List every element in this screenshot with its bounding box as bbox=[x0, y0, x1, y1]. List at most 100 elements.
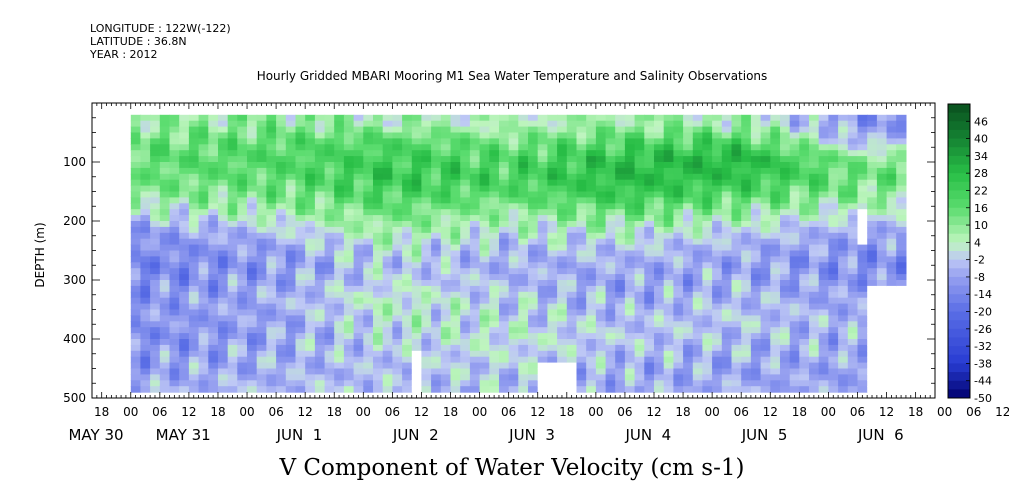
heatmap-cell bbox=[440, 344, 452, 352]
heatmap-cell bbox=[334, 380, 345, 387]
heatmap-cell bbox=[518, 303, 529, 311]
heatmap-cell bbox=[886, 268, 897, 275]
heatmap-cell bbox=[334, 114, 345, 122]
heatmap-cell bbox=[508, 362, 519, 370]
heatmap-cell bbox=[305, 144, 316, 151]
heatmap-cell bbox=[460, 380, 471, 387]
heatmap-cell bbox=[363, 362, 374, 370]
heatmap-cell bbox=[499, 380, 510, 387]
heatmap-cell bbox=[218, 262, 229, 269]
heatmap-cell bbox=[227, 339, 238, 346]
heatmap-cell bbox=[150, 179, 161, 187]
heatmap-cell bbox=[586, 327, 597, 334]
heatmap-cell bbox=[276, 356, 287, 364]
heatmap-cell bbox=[392, 126, 403, 134]
heatmap-cell bbox=[469, 327, 481, 334]
heatmap-cell bbox=[198, 221, 209, 228]
heatmap-cell bbox=[818, 274, 829, 281]
heatmap-cell bbox=[188, 380, 200, 387]
heatmap-cell bbox=[460, 203, 471, 210]
heatmap-cell bbox=[528, 268, 539, 275]
heatmap-cell bbox=[721, 327, 733, 334]
heatmap-cell bbox=[586, 280, 597, 287]
heatmap-cell bbox=[557, 256, 568, 263]
heatmap-cell bbox=[809, 374, 820, 381]
heatmap-cell bbox=[469, 309, 481, 316]
heatmap-cell bbox=[857, 232, 868, 240]
heatmap-cell bbox=[353, 262, 364, 269]
heatmap-cell bbox=[634, 303, 645, 311]
heatmap-cell bbox=[218, 144, 229, 151]
heatmap-cell bbox=[247, 238, 258, 246]
heatmap-cell bbox=[237, 344, 248, 352]
heatmap-cell bbox=[179, 197, 190, 204]
heatmap-cell bbox=[673, 197, 684, 204]
heatmap-cell bbox=[353, 203, 364, 210]
heatmap-cell bbox=[334, 327, 345, 334]
heatmap-cell bbox=[421, 221, 432, 228]
heatmap-cell bbox=[692, 232, 704, 240]
heatmap-cell bbox=[266, 197, 277, 204]
heatmap-cell bbox=[411, 339, 423, 346]
heatmap-cell bbox=[411, 197, 423, 204]
heatmap-cell bbox=[847, 132, 859, 139]
heatmap-cell bbox=[857, 327, 868, 334]
heatmap-cell bbox=[440, 303, 452, 311]
heatmap-cell bbox=[721, 209, 733, 216]
heatmap-cell bbox=[469, 303, 481, 311]
heatmap-cell bbox=[256, 256, 267, 263]
heatmap-cell bbox=[847, 309, 859, 316]
heatmap-cell bbox=[721, 167, 733, 175]
heatmap-cell bbox=[314, 221, 326, 228]
heatmap-cell bbox=[770, 114, 781, 122]
heatmap-cell bbox=[334, 221, 345, 228]
x-tick-label: 18 bbox=[559, 405, 574, 419]
heatmap-cell bbox=[644, 315, 655, 322]
heatmap-cell bbox=[469, 315, 481, 322]
heatmap-cell bbox=[411, 132, 423, 139]
heatmap-cell bbox=[150, 303, 161, 311]
heatmap-cell bbox=[634, 362, 645, 370]
heatmap-cell bbox=[818, 150, 829, 157]
heatmap-cell bbox=[334, 156, 345, 163]
heatmap-cell bbox=[373, 327, 384, 334]
heatmap-cell bbox=[169, 191, 180, 198]
heatmap-cell bbox=[440, 191, 452, 198]
heatmap-cell bbox=[770, 262, 781, 269]
heatmap-cell bbox=[227, 344, 238, 352]
heatmap-cell bbox=[440, 291, 452, 299]
heatmap-cell bbox=[818, 203, 829, 210]
heatmap-cell bbox=[566, 120, 578, 128]
heatmap-cell bbox=[130, 362, 142, 370]
heatmap-cell bbox=[770, 368, 781, 375]
heatmap-cell bbox=[712, 232, 723, 240]
heatmap-cell bbox=[140, 179, 151, 187]
heatmap-cell bbox=[324, 262, 335, 269]
heatmap-cell bbox=[256, 285, 267, 293]
heatmap-cell bbox=[508, 256, 519, 263]
heatmap-cell bbox=[479, 215, 490, 222]
heatmap-cell bbox=[508, 268, 519, 275]
heatmap-cell bbox=[198, 209, 209, 216]
heatmap-cell bbox=[469, 114, 481, 122]
heatmap-cell bbox=[373, 368, 384, 375]
heatmap-cell bbox=[654, 350, 665, 358]
heatmap-cell bbox=[363, 215, 374, 222]
heatmap-cell bbox=[518, 368, 529, 375]
heatmap-cell bbox=[421, 215, 432, 222]
heatmap-cell bbox=[547, 327, 558, 334]
heatmap-cell bbox=[276, 274, 287, 281]
heatmap-cell bbox=[499, 244, 510, 252]
heatmap-cell bbox=[615, 120, 626, 128]
colorbar-band bbox=[948, 207, 970, 217]
heatmap-cell bbox=[644, 120, 655, 128]
heatmap-cell bbox=[382, 197, 393, 204]
heatmap-cell bbox=[295, 344, 306, 352]
heatmap-cell bbox=[382, 333, 393, 340]
heatmap-cell bbox=[489, 285, 500, 293]
heatmap-cell bbox=[440, 297, 452, 305]
heatmap-cell bbox=[586, 203, 597, 210]
heatmap-cell bbox=[334, 179, 345, 187]
heatmap-cell bbox=[479, 156, 490, 163]
heatmap-cell bbox=[392, 274, 403, 281]
